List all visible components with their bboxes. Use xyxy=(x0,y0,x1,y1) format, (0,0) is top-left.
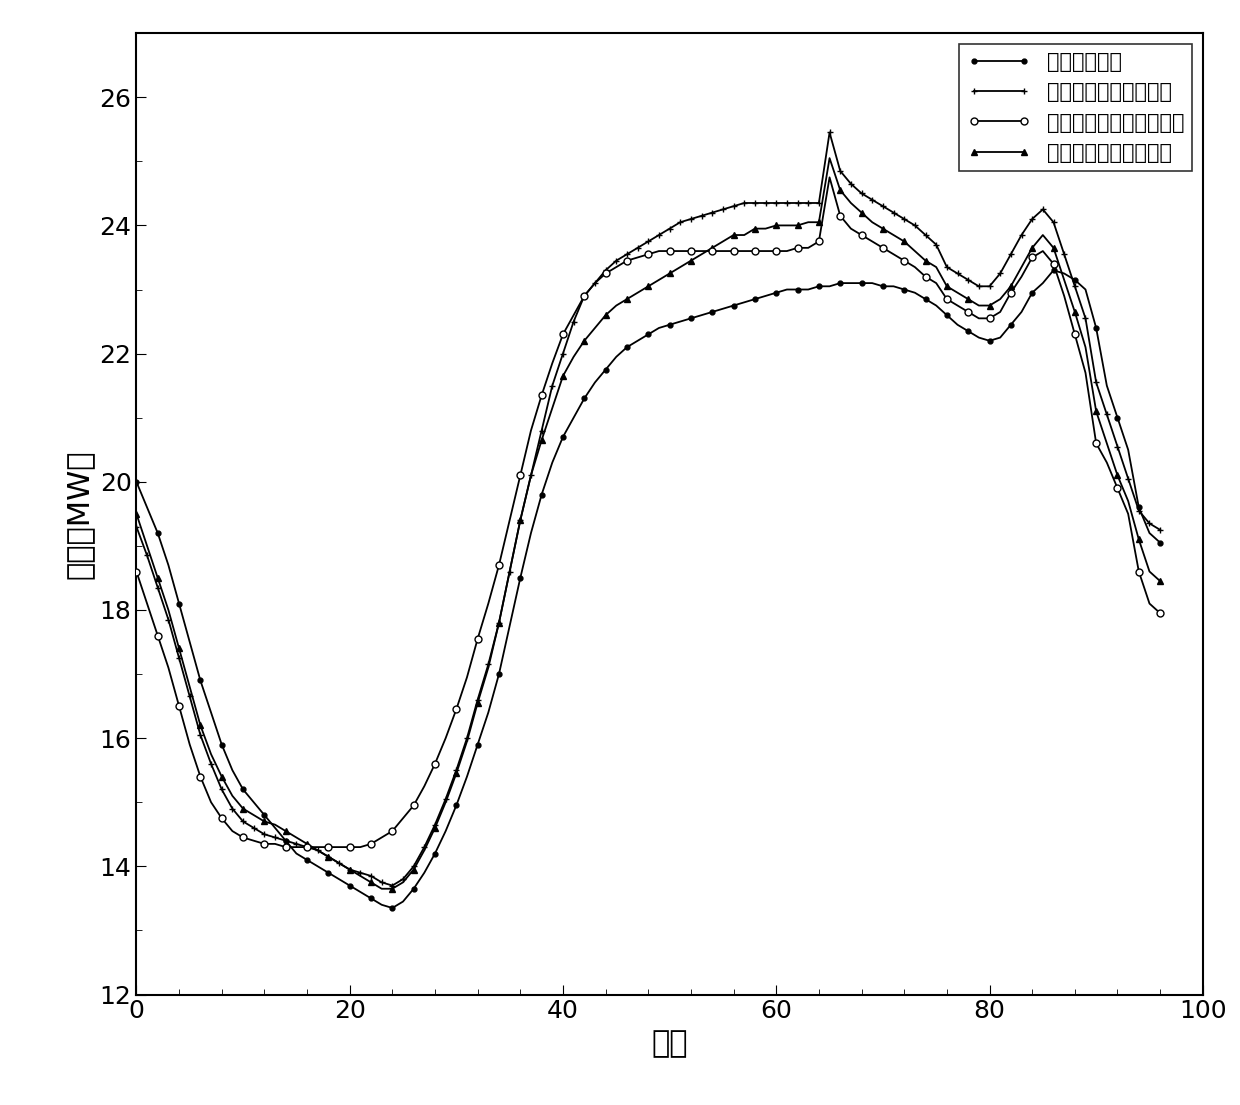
考虑满意度总负荷曲线 xyxy=(1153,575,1168,588)
无序接入下总负荷曲线 xyxy=(161,613,176,627)
常规负荷曲线 xyxy=(161,558,176,571)
无序接入下总负荷曲线 xyxy=(384,878,399,892)
未考虑满意度总负荷曲线 xyxy=(129,565,144,578)
考虑满意度总负荷曲线 xyxy=(940,280,955,293)
常规负荷曲线 xyxy=(203,706,218,719)
未考虑满意度总负荷曲线 xyxy=(161,661,176,674)
Line: 未考虑满意度总负荷曲线: 未考虑满意度总负荷曲线 xyxy=(133,173,1163,851)
无序接入下总负荷曲线 xyxy=(203,757,218,770)
Line: 无序接入下总负荷曲线: 无序接入下总负荷曲线 xyxy=(133,129,1163,890)
无序接入下总负荷曲线 xyxy=(407,860,422,873)
无序接入下总负荷曲线 xyxy=(129,520,144,534)
常规负荷曲线 xyxy=(651,322,666,335)
Line: 考虑满意度总负荷曲线: 考虑满意度总负荷曲线 xyxy=(134,156,1163,892)
X-axis label: 时刻: 时刻 xyxy=(651,1029,688,1057)
无序接入下总负荷曲线 xyxy=(940,261,955,274)
无序接入下总负荷曲线 xyxy=(651,229,666,242)
未考虑满意度总负荷曲线 xyxy=(407,799,422,812)
考虑满意度总负荷曲线 xyxy=(161,603,176,617)
Y-axis label: 功率（MW）: 功率（MW） xyxy=(64,449,94,579)
无序接入下总负荷曲线 xyxy=(822,126,837,139)
考虑满意度总负荷曲线 xyxy=(727,229,742,242)
考虑满意度总负荷曲线 xyxy=(651,273,666,286)
常规负荷曲线 xyxy=(1047,264,1061,277)
未考虑满意度总负荷曲线 xyxy=(940,293,955,306)
未考虑满意度总负荷曲线 xyxy=(278,841,293,854)
Legend: 常规负荷曲线, 无序接入下总负荷曲线, 未考虑满意度总负荷曲线, 考虑满意度总负荷曲线: 常规负荷曲线, 无序接入下总负荷曲线, 未考虑满意度总负荷曲线, 考虑满意度总负… xyxy=(959,43,1193,171)
无序接入下总负荷曲线 xyxy=(727,200,742,213)
常规负荷曲线 xyxy=(129,475,144,488)
常规负荷曲线 xyxy=(929,299,944,313)
考虑满意度总负荷曲线 xyxy=(822,151,837,165)
未考虑满意度总负荷曲线 xyxy=(1153,607,1168,620)
常规负荷曲线 xyxy=(1153,536,1168,549)
未考虑满意度总负荷曲线 xyxy=(203,796,218,809)
无序接入下总负荷曲线 xyxy=(1153,524,1168,537)
考虑满意度总负荷曲线 xyxy=(203,748,218,761)
考虑满意度总负荷曲线 xyxy=(407,863,422,876)
常规负荷曲线 xyxy=(407,882,422,895)
考虑满意度总负荷曲线 xyxy=(374,882,389,895)
Line: 常规负荷曲线: 常规负荷曲线 xyxy=(134,267,1163,911)
未考虑满意度总负荷曲线 xyxy=(727,244,742,257)
未考虑满意度总负荷曲线 xyxy=(822,171,837,185)
考虑满意度总负荷曲线 xyxy=(129,507,144,520)
未考虑满意度总负荷曲线 xyxy=(651,244,666,257)
常规负荷曲线 xyxy=(384,902,399,915)
常规负荷曲线 xyxy=(727,299,742,313)
